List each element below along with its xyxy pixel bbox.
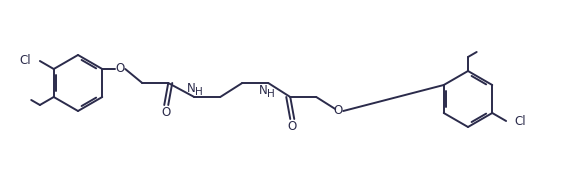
Text: O: O	[288, 120, 297, 133]
Text: N: N	[259, 84, 268, 97]
Text: O: O	[116, 62, 125, 76]
Text: O: O	[162, 106, 171, 119]
Text: O: O	[334, 104, 343, 117]
Text: Cl: Cl	[19, 54, 31, 67]
Text: N: N	[187, 82, 195, 95]
Text: Cl: Cl	[514, 115, 526, 128]
Text: H: H	[268, 89, 275, 99]
Text: H: H	[195, 87, 203, 97]
